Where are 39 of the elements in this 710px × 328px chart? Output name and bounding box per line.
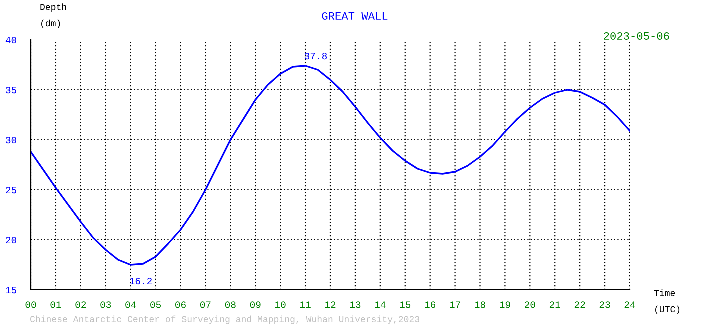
line-series (31, 65, 630, 266)
chart-title: GREAT WALL (322, 12, 388, 20)
x-tick-label: 05 (150, 302, 162, 308)
x-axis-title: Time (UTC) (654, 290, 680, 314)
x-tick-label: 06 (176, 302, 186, 308)
x-tick-label: 24 (624, 302, 636, 308)
x-tick-label: 23 (600, 302, 610, 308)
x-tick-label: 20 (525, 302, 536, 308)
y-tick-label: 15 (6, 287, 16, 294)
x-tick-label: 04 (126, 302, 136, 308)
annotation: 16.2 (130, 278, 152, 285)
x-tick-label: 07 (200, 302, 211, 308)
annotation: 37.8 (304, 53, 328, 60)
x-tick-label: 18 (475, 302, 486, 308)
x-tick-label: 12 (325, 302, 336, 308)
x-tick-label: 00 (26, 302, 36, 308)
x-tick-label: 13 (350, 302, 361, 308)
x-tick-label: 15 (400, 302, 411, 308)
x-tick-label: 02 (76, 302, 86, 308)
y-tick-label: 40 (6, 37, 17, 44)
x-tick-label: 09 (250, 302, 261, 308)
x-tick-label: 19 (500, 302, 510, 308)
x-tick-label: 10 (275, 302, 286, 308)
y-tick-label: 20 (6, 237, 17, 244)
x-tick-label: 17 (450, 302, 460, 308)
x-tick-label: 22 (574, 302, 586, 308)
text: 2023-05-06 (604, 32, 670, 40)
x-tick-label: 08 (225, 302, 236, 308)
y-tick-label: 30 (6, 137, 17, 144)
x-tick-label: 14 (375, 302, 386, 308)
y-axis-title: Depth (dm) (40, 4, 66, 28)
x-tick-label: 03 (100, 302, 112, 308)
x-tick-label: 01 (50, 302, 62, 308)
x-tick-label: 21 (550, 302, 560, 308)
y-tick-label: 25 (6, 187, 16, 194)
text: Chinese Antarctic Center of Surveying and Mapping, Wuhan University,2023 (30, 316, 420, 324)
x-tick-label: 11 (300, 302, 311, 308)
x-tick-label: 16 (425, 302, 436, 308)
y-tick-label: 35 (6, 87, 16, 94)
